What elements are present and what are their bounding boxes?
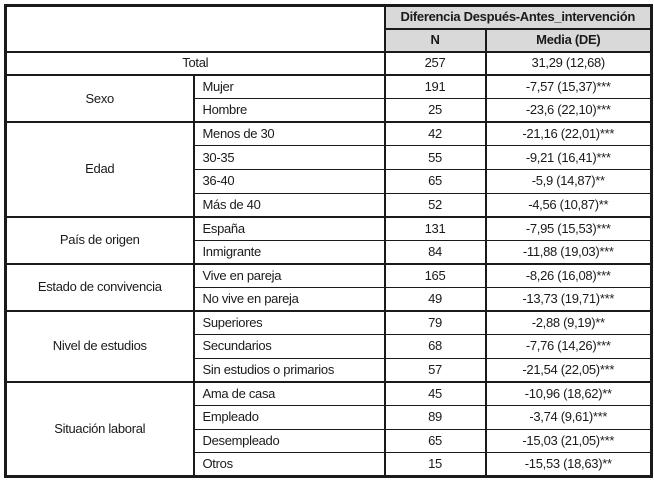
media-cell: -23,6 (22,10)*** xyxy=(484,98,653,123)
subcategory-cell: Menos de 30 xyxy=(192,121,386,146)
header-media-cell: Media (DE) xyxy=(484,27,653,53)
subcategory-cell: Sin estudios o primarios xyxy=(192,357,386,383)
table-row: Edad Menos de 30 42 -21,16 (22,01)*** xyxy=(4,121,653,217)
n-cell: 15 xyxy=(383,452,487,477)
header-n-cell: N xyxy=(383,27,487,53)
media-cell: -2,88 (9,19)** xyxy=(484,310,653,335)
media-cell: -13,73 (19,71)*** xyxy=(484,287,653,312)
table-header: Diferencia Después-Antes_intervención N … xyxy=(4,4,653,53)
subcategory-cell: Otros xyxy=(192,452,386,477)
subcategory-cell: Empleado xyxy=(192,405,386,430)
total-row: Total 257 31,29 (12,68) xyxy=(4,50,653,76)
table-row: Empleado 89 -3,74 (9,61)*** xyxy=(6,405,653,430)
table-row: Estado de convivencia Vive en pareja 165 -8… xyxy=(4,262,653,312)
n-cell: 65 xyxy=(383,428,487,453)
media-cell: -7,95 (15,53)*** xyxy=(484,215,653,241)
subcategory-cell: Hombre xyxy=(192,98,386,123)
n-cell: 42 xyxy=(383,121,487,146)
media-cell: -21,16 (22,01)*** xyxy=(484,121,653,146)
table-row: Sexo Mujer 191 -7,57 (15,37)*** xyxy=(4,74,653,123)
subcategory-cell: Secundarios xyxy=(192,334,386,359)
header-row-group: Diferencia Después-Antes_intervención xyxy=(4,4,653,53)
total-label-cell: Total xyxy=(4,50,386,76)
table-row: Hombre 25 -23,6 (22,10)*** xyxy=(6,98,653,123)
n-cell: 191 xyxy=(383,74,487,99)
media-cell: -4,56 (10,87)** xyxy=(484,192,653,217)
subcategory-cell: 36-40 xyxy=(192,169,386,194)
n-cell: 89 xyxy=(383,405,487,430)
media-cell: -15,53 (18,63)** xyxy=(484,452,653,477)
n-cell: 79 xyxy=(383,310,487,335)
table-row: Desempleado 65 -15,03 (21,05)*** xyxy=(6,428,653,453)
subcategory-cell: Inmigrante xyxy=(192,239,386,264)
media-cell: -10,96 (18,62)** xyxy=(484,381,653,406)
media-cell: -15,03 (21,05)*** xyxy=(484,428,653,453)
n-cell: 45 xyxy=(383,381,487,406)
total-media-cell: 31,29 (12,68) xyxy=(484,50,653,76)
n-cell: 165 xyxy=(383,263,487,288)
category-cell: Estado de convivencia xyxy=(4,262,195,312)
category-cell: Edad xyxy=(4,121,195,217)
table-row: País de origen España 131 -7,95 (15,53)*** xyxy=(4,215,653,264)
category-cell: Situación laboral xyxy=(4,381,195,477)
n-cell: 131 xyxy=(383,215,487,241)
media-cell: -7,76 (14,26)*** xyxy=(484,334,653,359)
subcategory-cell: Más de 40 xyxy=(192,192,386,217)
table-row: Secundarios 68 -7,76 (14,26)*** xyxy=(6,334,653,359)
subcategory-cell: Mujer xyxy=(192,74,386,99)
n-cell: 49 xyxy=(383,287,487,312)
table-row: Nivel de estudios Superiores 79 -2,88 (9,19… xyxy=(4,310,653,383)
media-cell: -5,9 (14,87)** xyxy=(484,169,653,194)
subcategory-cell: Superiores xyxy=(192,310,386,335)
n-cell: 55 xyxy=(383,145,487,170)
n-cell: 84 xyxy=(383,239,487,264)
table-row: No vive en pareja 49 -13,73 (19,71)*** xyxy=(6,287,653,312)
table-row: 36-40 65 -5,9 (14,87)** xyxy=(6,169,653,194)
media-cell: -8,26 (16,08)*** xyxy=(484,263,653,288)
media-cell: -21,54 (22,05)*** xyxy=(484,357,653,383)
n-cell: 68 xyxy=(383,334,487,359)
category-cell: Nivel de estudios xyxy=(4,310,195,383)
media-cell: -11,88 (19,03)*** xyxy=(484,239,653,264)
table-body: Total 257 31,29 (12,68) Sexo Mujer 191 -7,5… xyxy=(4,50,653,477)
table-row: Inmigrante 84 -11,88 (19,03)*** xyxy=(6,239,653,264)
subcategory-cell: 30-35 xyxy=(192,145,386,170)
total-n-cell: 257 xyxy=(383,50,487,76)
table-row: 30-35 55 -9,21 (16,41)*** xyxy=(6,145,653,170)
subcategory-cell: España xyxy=(192,215,386,241)
table-row: Más de 40 52 -4,56 (10,87)** xyxy=(6,192,653,217)
n-cell: 65 xyxy=(383,169,487,194)
subcategory-cell: Vive en pareja xyxy=(192,263,386,288)
media-cell: -9,21 (16,41)*** xyxy=(484,145,653,170)
statistics-table: Diferencia Después-Antes_intervención N … xyxy=(4,4,654,478)
media-cell: -3,74 (9,61)*** xyxy=(484,405,653,430)
header-row-columns: N Media (DE) xyxy=(6,27,653,53)
n-cell: 57 xyxy=(383,357,487,383)
category-cell: País de origen xyxy=(4,215,195,264)
header-corner-cell xyxy=(4,4,386,53)
table-row: Situación laboral Ama de casa 45 -10,96 (18… xyxy=(4,381,653,477)
table-row: Otros 15 -15,53 (18,63)** xyxy=(6,452,653,477)
n-cell: 25 xyxy=(383,98,487,123)
header-group-title: Diferencia Después-Antes_intervención xyxy=(383,4,653,30)
subcategory-cell: No vive en pareja xyxy=(192,287,386,312)
subcategory-cell: Desempleado xyxy=(192,428,386,453)
table-row: Sin estudios o primarios 57 -21,54 (22,05)… xyxy=(6,357,653,383)
media-cell: -7,57 (15,37)*** xyxy=(484,74,653,99)
category-cell: Sexo xyxy=(4,74,195,123)
n-cell: 52 xyxy=(383,192,487,217)
subcategory-cell: Ama de casa xyxy=(192,381,386,406)
